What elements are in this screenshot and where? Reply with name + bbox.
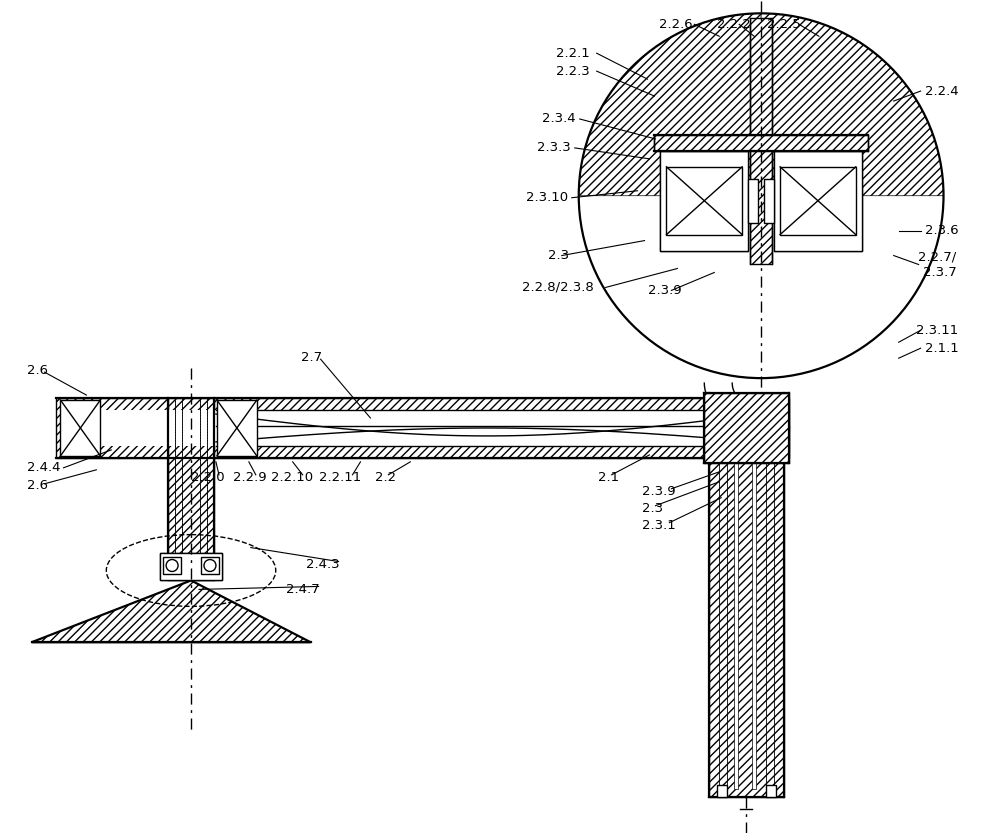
Text: 2.2.7/: 2.2.7/ [918, 250, 956, 263]
Bar [717, 785, 727, 796]
Bar [704, 393, 789, 463]
Bar [666, 167, 742, 234]
Text: 2.2.1: 2.2.1 [556, 47, 590, 60]
Bar [764, 401, 778, 423]
Bar [160, 553, 222, 580]
Text: 2.6: 2.6 [27, 364, 48, 377]
Bar [56, 398, 789, 458]
Bar [774, 151, 862, 250]
Text: 2.3: 2.3 [548, 249, 569, 262]
Bar [163, 556, 181, 575]
Bar [748, 178, 758, 223]
Bar [709, 393, 784, 796]
Bar [660, 151, 748, 250]
Bar [750, 18, 772, 264]
Text: 2.3.11: 2.3.11 [916, 324, 958, 337]
Polygon shape [579, 13, 761, 196]
Text: 2.3.1: 2.3.1 [642, 519, 675, 532]
Bar [774, 151, 862, 250]
Text: 2.2.2: 2.2.2 [717, 18, 751, 31]
Text: 2.3.7: 2.3.7 [923, 266, 956, 279]
Text: 2.2.11: 2.2.11 [319, 471, 361, 485]
Bar [168, 398, 214, 580]
Text: 2.3.4: 2.3.4 [542, 113, 575, 125]
Bar [660, 151, 748, 250]
Bar [92, 410, 759, 446]
Text: 2.6: 2.6 [27, 480, 48, 492]
Text: 2.3.10: 2.3.10 [526, 191, 568, 204]
Text: 2.4.4: 2.4.4 [27, 461, 60, 475]
Text: 2.4.3: 2.4.3 [306, 558, 339, 571]
Text: 2.3.3: 2.3.3 [537, 142, 571, 154]
Bar [654, 135, 868, 151]
Bar [752, 398, 756, 789]
Text: 2.1: 2.1 [598, 471, 619, 485]
Bar [764, 178, 774, 223]
Bar [734, 398, 738, 789]
Text: 2.7: 2.7 [301, 351, 322, 364]
Text: 2.2.5: 2.2.5 [767, 18, 801, 31]
Text: 2.2.6: 2.2.6 [659, 18, 693, 31]
Circle shape [166, 560, 178, 571]
Bar [217, 400, 257, 456]
Text: 2.2.4: 2.2.4 [925, 84, 958, 98]
Bar [201, 556, 219, 575]
Text: 2.2.10: 2.2.10 [271, 471, 313, 485]
Text: 2.2: 2.2 [375, 471, 397, 485]
Bar [767, 405, 775, 419]
Bar [718, 405, 726, 419]
Text: 2.4.7: 2.4.7 [286, 583, 319, 596]
Text: 2.3: 2.3 [642, 502, 663, 515]
Bar [715, 401, 729, 423]
Bar [160, 553, 222, 580]
Text: 2.3.6: 2.3.6 [925, 224, 958, 237]
Text: 2.1.1: 2.1.1 [925, 342, 958, 354]
Bar [766, 785, 776, 796]
Text: 2.3.9: 2.3.9 [648, 284, 681, 297]
Text: 2.2.8/2.3.8: 2.2.8/2.3.8 [522, 281, 594, 294]
Polygon shape [761, 13, 944, 196]
Text: 2.2.0: 2.2.0 [191, 471, 225, 485]
Polygon shape [32, 580, 311, 642]
Bar [780, 167, 856, 234]
Text: 2.3.9: 2.3.9 [642, 485, 675, 498]
Circle shape [204, 560, 216, 571]
Bar [60, 400, 100, 456]
Text: 2.2.9: 2.2.9 [233, 471, 267, 485]
Text: 2.2.3: 2.2.3 [556, 65, 590, 78]
